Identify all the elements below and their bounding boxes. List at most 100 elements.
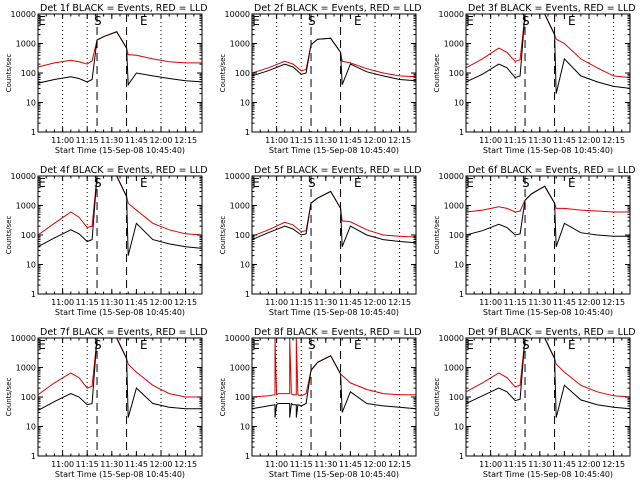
x-tick-label: 11:30 <box>100 136 123 145</box>
x-tick-label: 11:45 <box>125 460 148 469</box>
y-axis-label: Counts/sec <box>219 54 227 93</box>
series-group <box>466 338 630 418</box>
x-tick-label: 11:00 <box>479 460 502 469</box>
top-marker-label: E <box>354 338 362 352</box>
red-lld-series-line <box>38 338 202 398</box>
black-events-series-line <box>252 37 416 85</box>
x-tick-label: 12:15 <box>388 460 411 469</box>
y-axis-label: Counts/sec <box>5 216 13 255</box>
x-tick-label: 12:15 <box>388 136 411 145</box>
y-tick-label: 10000 <box>439 172 464 181</box>
x-tick-label: 12:15 <box>602 460 625 469</box>
x-tick-label: 12:00 <box>149 460 172 469</box>
y-tick-label: 100 <box>235 231 250 240</box>
x-tick-label: 12:00 <box>149 298 172 307</box>
y-tick-label: 1 <box>31 452 36 461</box>
black-events-series-line <box>38 338 202 418</box>
top-marker-label: E <box>568 14 576 28</box>
series-group <box>38 338 202 418</box>
x-tick-label: 11:15 <box>504 298 527 307</box>
black-events-series-line <box>252 190 416 247</box>
black-events-series-line <box>252 355 416 418</box>
y-tick-label: 10 <box>454 99 464 108</box>
x-tick-label: 11:15 <box>290 298 313 307</box>
top-marker-label: S <box>522 14 530 28</box>
x-tick-label: 12:15 <box>174 460 197 469</box>
panel-title: Det 2f BLACK = Events, RED = LLD <box>254 3 422 14</box>
panel-title: Det 5f BLACK = Events, RED = LLD <box>254 165 422 176</box>
y-tick-label: 10000 <box>11 172 36 181</box>
x-tick-label: 12:00 <box>363 460 386 469</box>
x-tick-label: 12:15 <box>602 298 625 307</box>
y-tick-label: 10 <box>26 423 36 432</box>
top-marker-label: S <box>94 338 102 352</box>
y-tick-label: 1000 <box>444 40 464 49</box>
x-axis-label: Start Time (15-Sep-08 10:45:40) <box>55 470 185 479</box>
x-tick-label: 11:45 <box>553 298 576 307</box>
y-tick-label: 1 <box>459 128 464 137</box>
top-marker-label: E <box>466 176 474 190</box>
x-axis-label: Start Time (15-Sep-08 10:45:40) <box>483 470 613 479</box>
y-tick-label: 100 <box>21 69 36 78</box>
y-tick-label: 100 <box>449 393 464 402</box>
x-tick-label: 11:00 <box>479 136 502 145</box>
top-marker-label: E <box>38 14 46 28</box>
x-tick-label: 11:30 <box>314 460 337 469</box>
y-tick-label: 10 <box>240 261 250 270</box>
y-axis-label: Counts/sec <box>219 378 227 417</box>
y-tick-label: 1000 <box>444 364 464 373</box>
x-tick-label: 11:30 <box>528 298 551 307</box>
y-tick-label: 10000 <box>225 10 250 19</box>
y-tick-label: 10000 <box>439 10 464 19</box>
top-marker-label: E <box>140 176 148 190</box>
y-axis-label: Counts/sec <box>433 216 441 255</box>
y-tick-label: 10 <box>454 423 464 432</box>
x-axis-label: Start Time (15-Sep-08 10:45:40) <box>269 308 399 317</box>
x-tick-label: 11:30 <box>100 298 123 307</box>
x-tick-label: 11:15 <box>76 136 99 145</box>
x-tick-label: 11:00 <box>51 136 74 145</box>
x-tick-label: 12:00 <box>577 136 600 145</box>
y-tick-label: 10000 <box>225 172 250 181</box>
series-group <box>38 176 202 256</box>
y-tick-label: 100 <box>449 69 464 78</box>
x-axis-label: Start Time (15-Sep-08 10:45:40) <box>55 308 185 317</box>
x-tick-label: 11:45 <box>339 136 362 145</box>
black-events-series-line <box>466 338 630 418</box>
x-tick-label: 11:45 <box>553 136 576 145</box>
y-tick-label: 1 <box>245 290 250 299</box>
top-marker-label: E <box>38 338 46 352</box>
x-tick-label: 11:00 <box>51 298 74 307</box>
red-lld-series-line <box>466 338 630 398</box>
panel-title: Det 3f BLACK = Events, RED = LLD <box>468 3 636 14</box>
panel-title: Det 6f BLACK = Events, RED = LLD <box>468 165 636 176</box>
series-group <box>466 14 630 94</box>
x-axis-label: Start Time (15-Sep-08 10:45:40) <box>483 308 613 317</box>
y-tick-label: 10000 <box>439 334 464 343</box>
top-marker-label: S <box>308 338 316 352</box>
series-group <box>466 185 630 247</box>
red-lld-series-line <box>466 185 630 213</box>
y-axis-label: Counts/sec <box>5 378 13 417</box>
x-tick-label: 11:45 <box>125 298 148 307</box>
top-marker-label: E <box>252 176 260 190</box>
top-marker-label: E <box>354 14 362 28</box>
y-tick-label: 10000 <box>11 10 36 19</box>
y-tick-label: 100 <box>21 231 36 240</box>
panel-title: Det 9f BLACK = Events, RED = LLD <box>468 327 636 338</box>
series-group <box>38 31 202 87</box>
black-events-series-line <box>466 185 630 247</box>
y-tick-label: 10 <box>26 99 36 108</box>
top-marker-label: E <box>466 338 474 352</box>
y-tick-label: 1000 <box>444 202 464 211</box>
top-marker-label: E <box>568 338 576 352</box>
x-tick-label: 12:00 <box>577 460 600 469</box>
y-tick-label: 1 <box>459 290 464 299</box>
x-axis-label: Start Time (15-Sep-08 10:45:40) <box>483 146 613 155</box>
x-tick-label: 11:15 <box>290 136 313 145</box>
